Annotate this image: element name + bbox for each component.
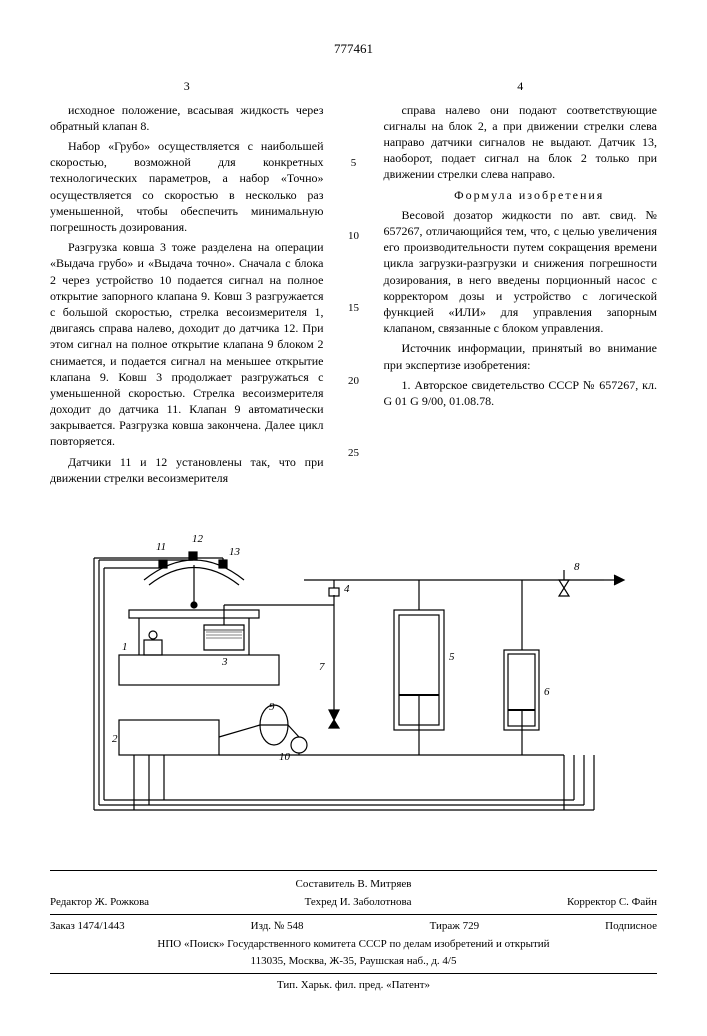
corrector: Корректор С. Файн xyxy=(567,895,657,910)
text-columns: 3 исходное положение, всасывая жидкость … xyxy=(50,78,657,491)
svg-text:9: 9 xyxy=(269,701,275,713)
podpisnoe: Подписное xyxy=(605,919,657,934)
page-num-left: 3 xyxy=(50,78,324,94)
left-p3: Разгрузка ковша 3 тоже разделена на опер… xyxy=(50,239,324,449)
left-p4: Датчики 11 и 12 установлены так, что при… xyxy=(50,454,324,486)
left-p1: исходное положение, всасывая жидкость че… xyxy=(50,102,324,134)
line-marker: 15 xyxy=(344,301,364,316)
svg-text:5: 5 xyxy=(449,651,455,663)
address: 113035, Москва, Ж-35, Раушская наб., д. … xyxy=(50,954,657,969)
line-number-gutter: 5 10 15 20 25 xyxy=(344,78,364,491)
formula-title: Формула изобретения xyxy=(384,187,658,203)
footer: Составитель В. Митряев Редактор Ж. Рожко… xyxy=(50,870,657,993)
divider xyxy=(50,914,657,915)
svg-text:4: 4 xyxy=(344,583,350,595)
editor: Редактор Ж. Рожкова xyxy=(50,895,149,910)
svg-text:11: 11 xyxy=(156,541,166,553)
tirage: Тираж 729 xyxy=(430,919,480,934)
line-marker: 20 xyxy=(344,374,364,389)
left-column: 3 исходное положение, всасывая жидкость … xyxy=(50,78,324,491)
line-marker: 25 xyxy=(344,446,364,461)
right-p1: справа налево они подают соответствующие… xyxy=(384,102,658,183)
izd: Изд. № 548 xyxy=(251,919,304,934)
right-column: 4 справа налево они подают соответствующ… xyxy=(384,78,658,491)
svg-text:8: 8 xyxy=(574,561,580,573)
order: Заказ 1474/1443 xyxy=(50,919,125,934)
svg-text:1: 1 xyxy=(122,641,128,653)
compiler: Составитель В. Митряев xyxy=(50,877,657,892)
org: НПО «Поиск» Государственного комитета СС… xyxy=(50,937,657,952)
divider xyxy=(50,973,657,974)
svg-text:12: 12 xyxy=(192,533,204,545)
svg-text:2: 2 xyxy=(112,733,118,745)
patent-number: 777461 xyxy=(50,40,657,58)
line-marker: 10 xyxy=(344,229,364,244)
right-p4: 1. Авторское свидетельство СССР № 657267… xyxy=(384,377,658,409)
svg-text:6: 6 xyxy=(544,686,550,698)
svg-text:10: 10 xyxy=(279,751,291,763)
svg-text:3: 3 xyxy=(221,656,228,668)
page-num-right: 4 xyxy=(384,78,658,94)
line-marker: 5 xyxy=(344,156,364,171)
right-p2: Весовой дозатор жидкости по авт. свид. №… xyxy=(384,207,658,337)
svg-text:7: 7 xyxy=(319,661,325,673)
schematic-diagram: 11 12 13 3 1 2 xyxy=(74,510,634,850)
svg-text:13: 13 xyxy=(229,546,241,558)
right-p3: Источник информации, принятый во внимани… xyxy=(384,340,658,372)
printer: Тип. Харьк. фил. пред. «Патент» xyxy=(50,978,657,993)
techred: Техред И. Заболотнова xyxy=(305,895,412,910)
left-p2: Набор «Грубо» осуществляется с наибольше… xyxy=(50,138,324,235)
